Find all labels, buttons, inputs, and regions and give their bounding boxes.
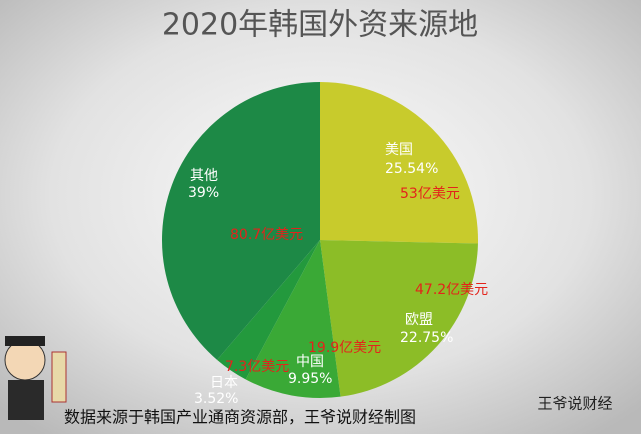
pie-slice	[245, 240, 341, 398]
slice-percent: 39%	[188, 185, 219, 201]
slice-name: 日本	[210, 375, 238, 391]
slice-name: 其他	[190, 168, 218, 184]
slice-amount: 53亿美元	[400, 186, 460, 202]
slice-amount: 80.7亿美元	[230, 227, 303, 243]
slice-percent: 9.95%	[288, 371, 332, 387]
slice-percent: 25.54%	[385, 161, 438, 177]
slice-name: 美国	[385, 142, 413, 158]
slice-amount: 7.3亿美元	[225, 359, 289, 375]
slice-name: 欧盟	[405, 312, 433, 328]
pie-slice	[320, 82, 478, 244]
slice-amount: 19.9亿美元	[308, 340, 381, 356]
source-note: 数据来源于韩国产业通商资源部，王爷说财经制图	[64, 408, 416, 427]
slice-name: 中国	[296, 354, 324, 370]
slice-amount: 47.2亿美元	[415, 282, 488, 298]
watermark: 王爷说财经	[537, 395, 612, 413]
pie-slice	[162, 82, 320, 360]
mascot	[4, 336, 67, 420]
pie-slice	[320, 240, 478, 397]
chart-title: 2020年韩国外资来源地	[162, 8, 478, 43]
pie-slice	[217, 240, 320, 380]
slice-percent: 22.75%	[400, 330, 453, 346]
slice-percent: 3.52%	[194, 391, 238, 407]
